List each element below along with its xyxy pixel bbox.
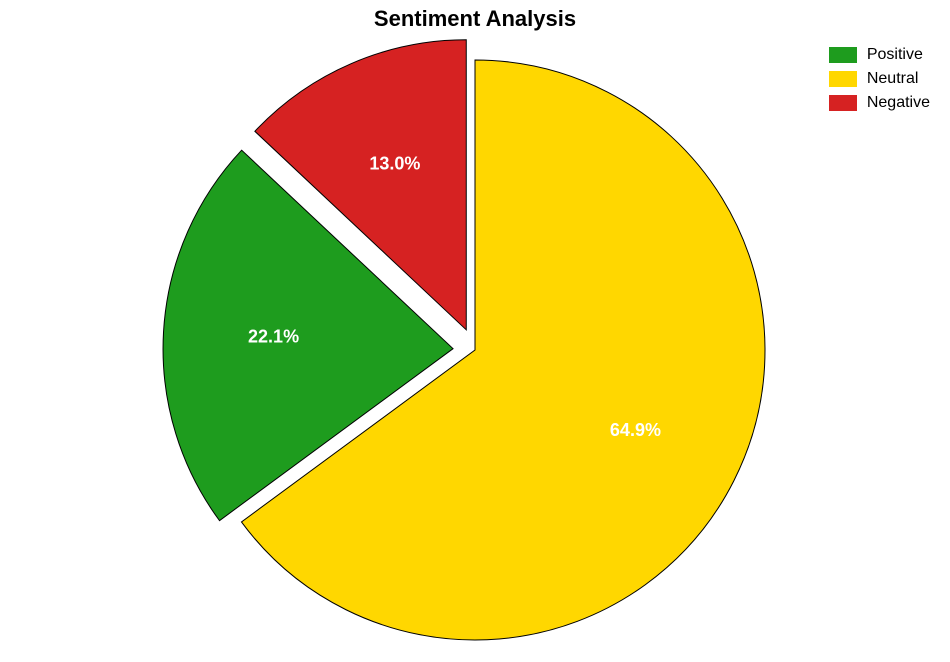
legend-item-neutral: Neutral bbox=[829, 70, 930, 88]
legend-item-negative: Negative bbox=[829, 94, 930, 112]
legend-label: Negative bbox=[867, 94, 930, 112]
pie-svg: 64.9% 22.1% 13.0% bbox=[0, 0, 950, 662]
legend: Positive Neutral Negative bbox=[829, 46, 930, 118]
legend-swatch-neutral bbox=[829, 71, 857, 87]
legend-swatch-negative bbox=[829, 95, 857, 111]
pie-slice-label-negative: 13.0% bbox=[369, 154, 420, 174]
sentiment-pie-chart: Sentiment Analysis 64.9%22.1%13.0% Posit… bbox=[0, 0, 950, 662]
legend-item-positive: Positive bbox=[829, 46, 930, 64]
legend-swatch-positive bbox=[829, 47, 857, 63]
pie-slice-label-positive: 22.1% bbox=[248, 327, 299, 347]
legend-label: Neutral bbox=[867, 70, 919, 88]
pie-slice-label-neutral: 64.9% bbox=[610, 420, 661, 440]
legend-label: Positive bbox=[867, 46, 923, 64]
